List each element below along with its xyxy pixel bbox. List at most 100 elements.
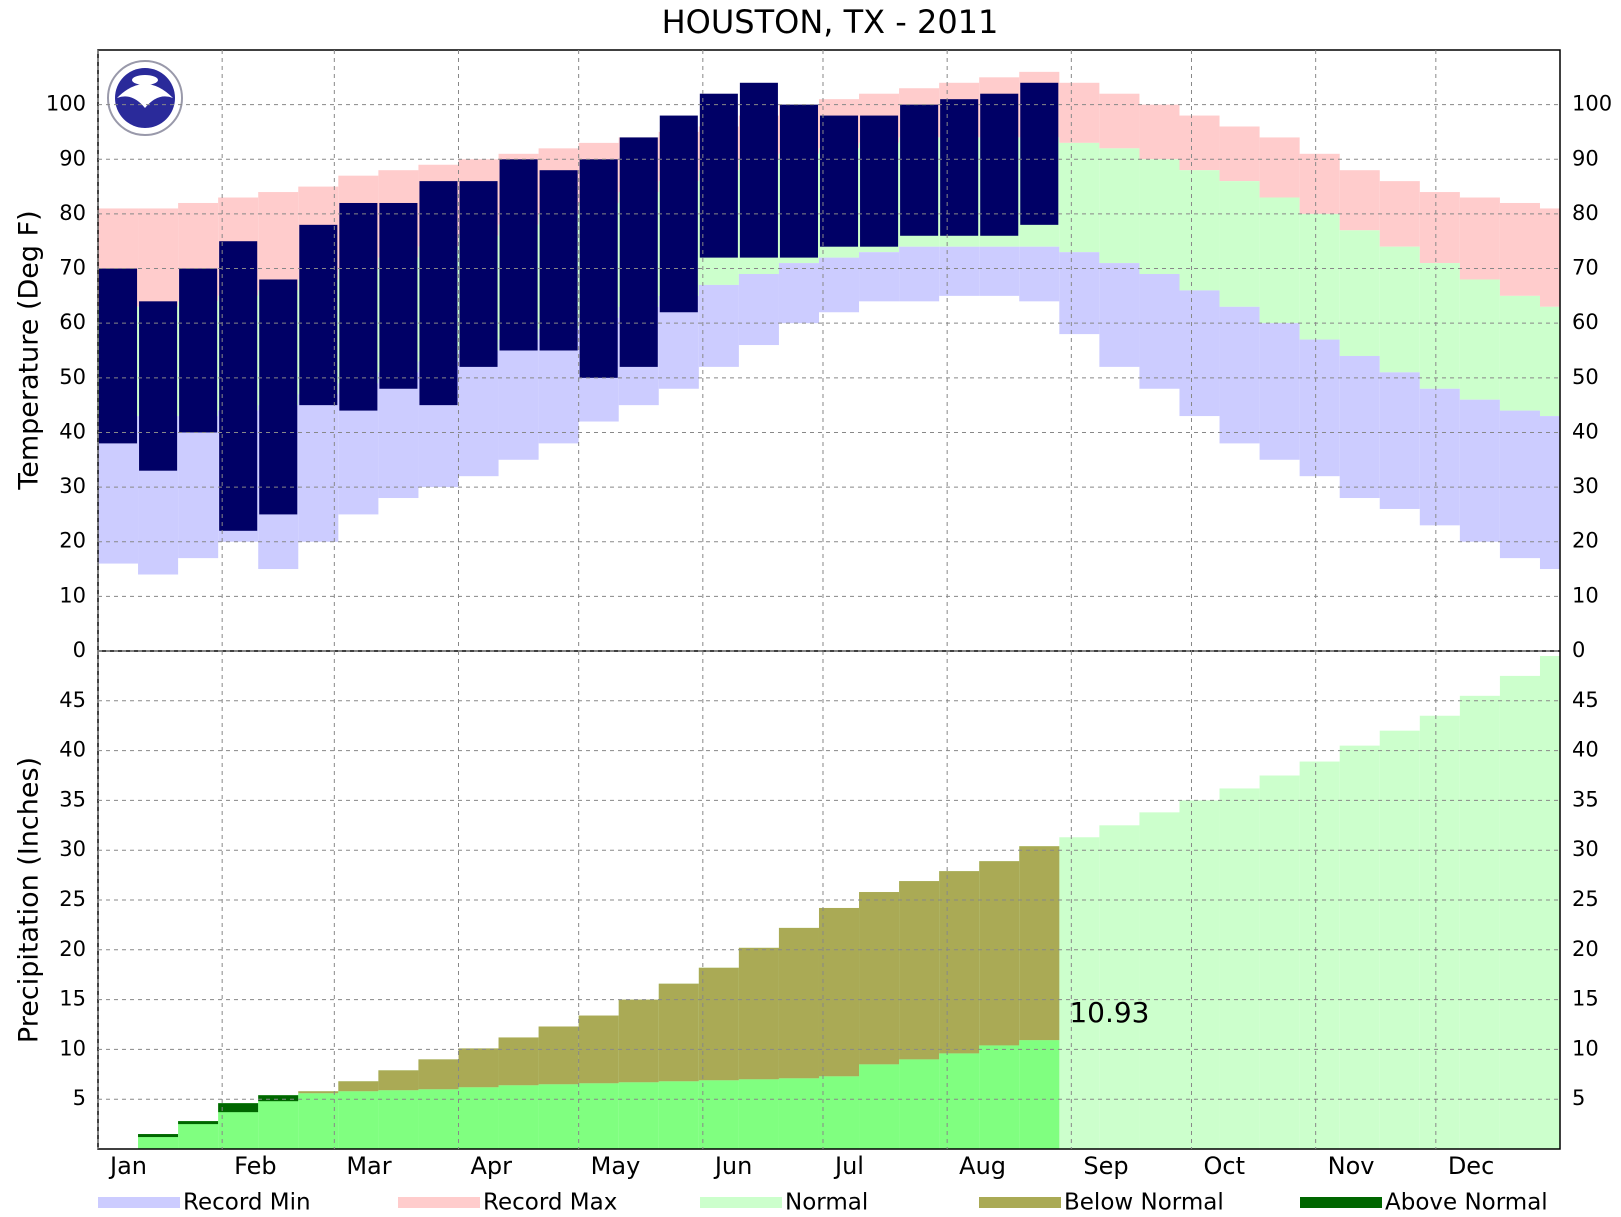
record-max-bar [1059, 82, 1100, 143]
record-max-bar [1499, 202, 1540, 296]
observed-temp-bar [739, 82, 778, 258]
record-max-bar [1099, 93, 1140, 149]
y-tick-label: 50 [1572, 365, 1599, 389]
record-min-bar [1419, 388, 1460, 526]
observed-precip-bar [859, 1064, 900, 1149]
y-axis-title: Temperature (Deg F) [14, 210, 45, 490]
departure-bar [418, 1059, 459, 1090]
y-tick-label: 35 [1572, 787, 1599, 811]
departure-bar [859, 892, 900, 1065]
x-tick-label: Jan [108, 1152, 147, 1180]
record-min-bar [818, 257, 860, 313]
normal-bar [1299, 213, 1340, 340]
departure-bar [899, 881, 940, 1060]
y-tick-label: 20 [59, 937, 86, 961]
y-tick-label: 30 [59, 837, 86, 861]
record-min-bar [859, 252, 900, 302]
normal-bar [1219, 181, 1260, 307]
y-tick-label: 40 [1572, 419, 1599, 443]
departure-bar [538, 1026, 579, 1085]
record-min-bar [698, 284, 739, 367]
observed-precip-bar [738, 1079, 779, 1149]
observed-temp-bar [419, 181, 458, 406]
record-max-bar [1139, 104, 1180, 160]
observed-precip-bar [178, 1121, 219, 1149]
record-min-bar [498, 339, 539, 460]
x-tick-label: Oct [1203, 1152, 1245, 1180]
departure-bar [778, 927, 819, 1079]
observed-temp-bar [980, 93, 1019, 236]
record-min-bar [298, 394, 339, 542]
normal-bar [1179, 170, 1220, 291]
y-tick-label: 0 [1572, 638, 1585, 662]
departure-bar [138, 1134, 179, 1138]
y-tick-label: 20 [1572, 937, 1599, 961]
legend-label: Above Normal [1385, 1190, 1548, 1216]
observed-temp-bar [819, 115, 859, 247]
normal-precip-bar [1419, 715, 1460, 1149]
y-tick-label: 10 [1572, 1036, 1599, 1060]
x-tick-label: Jul [833, 1152, 864, 1180]
departure-bar [498, 1037, 539, 1086]
normal-precip-bar [1339, 745, 1380, 1149]
observed-precip-bar [698, 1080, 739, 1149]
y-tick-label: 25 [1572, 887, 1599, 911]
record-max-bar [1539, 208, 1560, 307]
departure-bar [818, 907, 860, 1077]
y-tick-label: 80 [59, 201, 86, 225]
y-tick-label: 5 [73, 1086, 86, 1110]
observed-temp-bar [779, 104, 818, 258]
y-tick-label: 5 [1572, 1086, 1585, 1110]
departure-bar [338, 1081, 379, 1092]
normal-bar [1059, 142, 1100, 253]
normal-precip-bar [1219, 788, 1260, 1149]
record-max-bar [258, 192, 299, 291]
legend-swatch [700, 1197, 782, 1208]
normal-bar [1339, 230, 1380, 356]
x-tick-label: Apr [470, 1152, 512, 1180]
record-min-bar [1539, 416, 1560, 570]
normal-precip-bar [1459, 695, 1500, 1149]
record-min-bar [1219, 306, 1260, 444]
normal-bar [1099, 148, 1140, 264]
departure-bar [258, 1095, 299, 1102]
legend-label: Normal [785, 1190, 868, 1216]
normal-precip-bar [1059, 837, 1100, 1149]
observed-precip-bar [538, 1084, 579, 1149]
record-min-bar [778, 263, 819, 324]
observed-temp-bar [499, 159, 538, 351]
normal-precip-bar [1099, 825, 1140, 1149]
y-tick-label: 60 [1572, 310, 1599, 334]
x-tick-label: Mar [346, 1152, 391, 1180]
observed-temp-bar [259, 279, 298, 515]
record-max-bar [1339, 170, 1380, 231]
observed-temp-bar [139, 301, 178, 471]
normal-bar [1539, 306, 1560, 417]
observed-temp-bar [219, 241, 258, 531]
noaa-logo [107, 60, 183, 136]
y-tick-label: 45 [1572, 688, 1599, 712]
normal-precip-bar [1539, 655, 1560, 1149]
observed-precip-bar [298, 1093, 339, 1149]
x-tick-label: Sep [1083, 1152, 1128, 1180]
record-min-bar [1499, 410, 1540, 559]
record-min-bar [1139, 274, 1180, 389]
y-tick-label: 90 [1572, 146, 1599, 170]
legend-swatch [398, 1197, 480, 1208]
y-tick-label: 30 [1572, 474, 1599, 498]
record-min-bar [738, 274, 779, 346]
x-tick-label: Dec [1448, 1152, 1494, 1180]
observed-temp-bar [699, 93, 738, 258]
y-tick-label: 35 [59, 787, 86, 811]
x-tick-label: Feb [234, 1152, 277, 1180]
record-max-bar [138, 208, 179, 307]
legend-swatch [1300, 1197, 1382, 1208]
value-label: 10.93 [1069, 996, 1149, 1029]
y-tick-label: 10 [1572, 583, 1599, 607]
normal-bar [1379, 246, 1420, 373]
normal-precip-bar [1139, 812, 1180, 1149]
observed-temp-bar [860, 115, 899, 247]
record-min-bar [1179, 290, 1220, 417]
normal-precip-bar [1259, 775, 1300, 1149]
y-tick-label: 60 [59, 310, 86, 334]
